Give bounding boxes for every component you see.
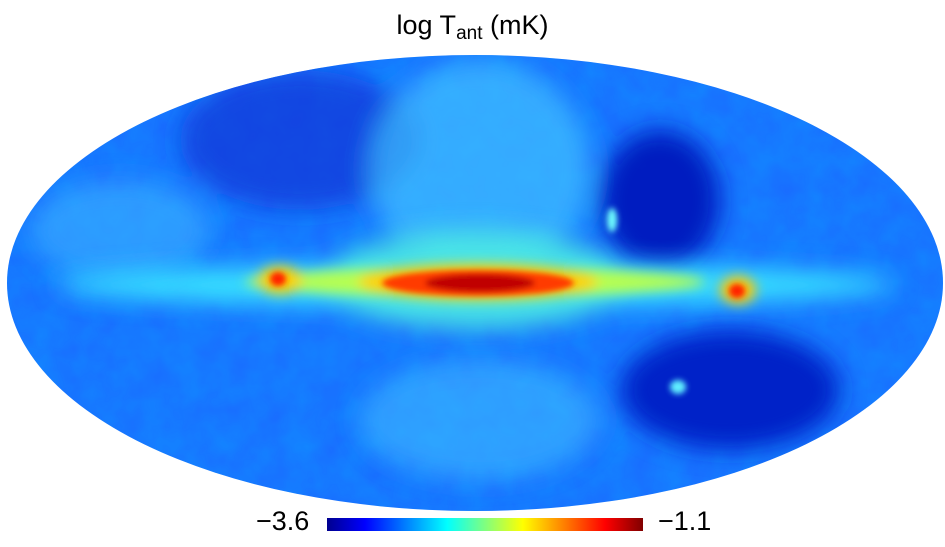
north-polar-spur xyxy=(370,60,590,280)
hot-spot-west xyxy=(270,272,286,286)
hot-spot-east xyxy=(729,284,745,298)
title-subscript: ant xyxy=(456,23,483,44)
colorbar xyxy=(327,518,643,531)
title-suffix: (mK) xyxy=(482,10,549,40)
colorbar-min-label: −3.6 xyxy=(256,506,310,536)
colorbar-gradient xyxy=(327,518,643,531)
cold-region-east xyxy=(600,130,720,270)
cold-region-southeast xyxy=(620,330,840,450)
cold-region-north xyxy=(180,70,420,210)
bright-spot-south xyxy=(670,380,686,394)
map-title: log Tant (mK) xyxy=(0,10,945,45)
colorbar-max-label: −1.1 xyxy=(658,506,712,536)
title-prefix: log T xyxy=(396,10,457,40)
